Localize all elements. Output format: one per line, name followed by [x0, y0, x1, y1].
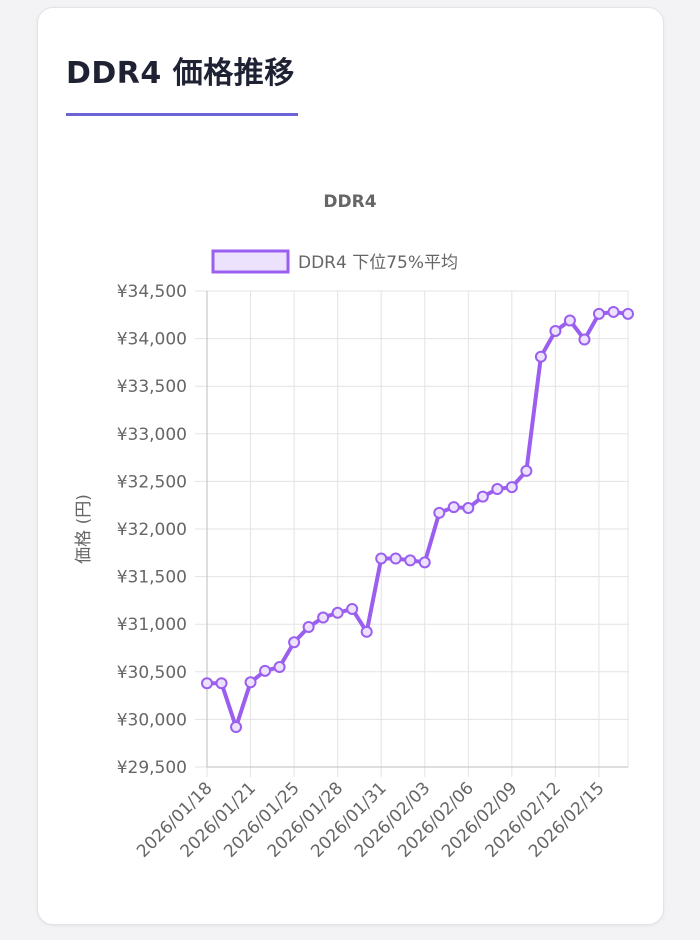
legend[interactable]: DDR4 下位75%平均: [211, 249, 458, 274]
data-point[interactable]: [215, 677, 228, 690]
y-tick-label: ¥30,000: [117, 710, 187, 730]
data-point[interactable]: [476, 490, 489, 503]
card-title: DDR4 価格推移: [66, 56, 295, 91]
data-point[interactable]: [230, 721, 243, 734]
data-point[interactable]: [578, 333, 591, 346]
data-point[interactable]: [622, 307, 634, 320]
data-point[interactable]: [331, 606, 344, 619]
data-points: [201, 305, 634, 734]
y-tick-label: ¥30,500: [117, 663, 187, 683]
legend-swatch: [211, 249, 290, 274]
chart-card: DDR4 価格推移: [37, 7, 664, 925]
data-point[interactable]: [346, 602, 359, 615]
x-axis-ticks: 2026/01/182026/01/212026/01/252026/01/28…: [133, 778, 608, 861]
data-point[interactable]: [462, 502, 475, 515]
y-tick-label: ¥33,000: [117, 425, 187, 445]
data-point[interactable]: [433, 506, 446, 519]
legend-label: DDR4 下位75%平均: [298, 253, 458, 273]
data-point[interactable]: [563, 314, 576, 327]
data-point[interactable]: [244, 676, 257, 689]
series-line-ddr4: [205, 309, 630, 730]
y-axis-ticks: ¥29,500 ¥30,000 ¥30,500 ¥31,000 ¥31,500 ¥32,0…: [117, 282, 187, 778]
y-tick-label: ¥33,500: [117, 377, 187, 397]
data-point[interactable]: [549, 324, 562, 337]
data-point[interactable]: [317, 611, 330, 624]
data-point[interactable]: [447, 501, 460, 514]
data-point[interactable]: [273, 661, 286, 674]
data-point[interactable]: [288, 636, 301, 649]
y-tick-label: ¥32,500: [117, 472, 187, 492]
y-axis-label: 価格 (円): [74, 494, 94, 564]
data-point[interactable]: [259, 664, 272, 677]
data-point[interactable]: [375, 552, 388, 565]
data-point[interactable]: [534, 350, 547, 363]
data-point[interactable]: [491, 483, 504, 496]
y-tick-label: ¥34,000: [117, 330, 187, 350]
y-tick-label: ¥31,500: [117, 568, 187, 588]
title-underline: [66, 113, 298, 116]
y-tick-label: ¥32,000: [117, 520, 187, 540]
data-point[interactable]: [201, 677, 213, 690]
y-tick-label: ¥34,500: [117, 282, 187, 302]
data-point[interactable]: [302, 621, 315, 634]
y-tick-label: ¥29,500: [117, 758, 187, 778]
data-point[interactable]: [505, 481, 518, 494]
data-point[interactable]: [404, 554, 417, 567]
data-point[interactable]: [520, 464, 533, 477]
data-point[interactable]: [389, 552, 402, 565]
data-point[interactable]: [360, 625, 373, 638]
y-tick-label: ¥31,000: [117, 615, 187, 635]
grid-lines: [195, 290, 629, 777]
data-point[interactable]: [607, 305, 620, 318]
data-point[interactable]: [592, 307, 605, 320]
data-point[interactable]: [418, 556, 431, 569]
chart-title: DDR4: [323, 192, 376, 212]
